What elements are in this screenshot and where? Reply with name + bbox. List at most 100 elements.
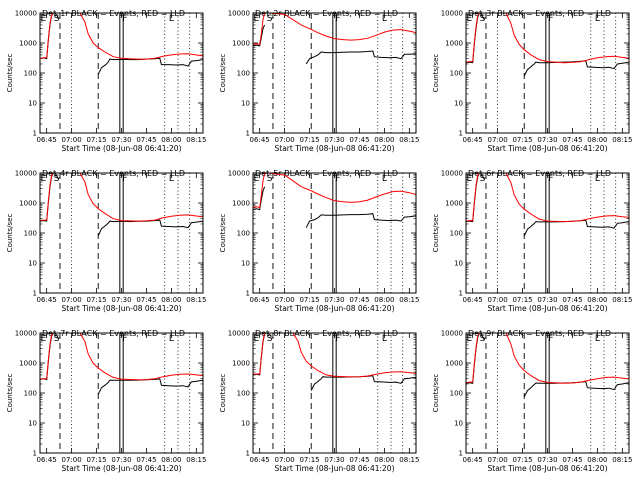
y-tick-label: 1000 <box>232 360 250 368</box>
y-axis-label: Counts/sec <box>219 214 227 253</box>
interval-marker-label: F <box>335 334 340 344</box>
y-tick-label: 100 <box>450 230 463 238</box>
x-tick-label: 07:00 <box>275 296 295 304</box>
lld-series-line <box>40 173 203 222</box>
x-tick-label: 08:15 <box>399 456 419 464</box>
interval-marker-label: L <box>169 174 174 184</box>
y-tick-label: 10000 <box>441 330 463 338</box>
x-tick-label: 08:15 <box>186 456 206 464</box>
y-tick-label: 100 <box>24 230 37 238</box>
x-tick-label: 07:45 <box>136 456 156 464</box>
y-axis-label: Counts/sec <box>432 214 440 253</box>
x-axis-label: Start Time (08-Jun-08 06:41:20) <box>488 464 608 473</box>
x-axis-label: Start Time (08-Jun-08 06:41:20) <box>275 144 395 153</box>
lld-series-line <box>40 13 203 60</box>
y-tick-label: 10000 <box>15 170 37 178</box>
x-tick-label: 07:30 <box>324 456 344 464</box>
interval-marker-label: F <box>548 174 553 184</box>
y-tick-label: 10000 <box>441 10 463 18</box>
y-tick-label: 1000 <box>232 200 250 208</box>
x-tick-label: 07:15 <box>299 296 319 304</box>
x-tick-label: 07:00 <box>488 296 508 304</box>
x-tick-label: 07:00 <box>62 296 82 304</box>
interval-marker-label: E <box>40 174 46 184</box>
x-axis-label: Start Time (08-Jun-08 06:41:20) <box>62 144 182 153</box>
interval-marker-label: E <box>466 334 472 344</box>
detector-panel-2: Det_2r BLACK = Events, RED = LLD11010010… <box>219 9 419 153</box>
interval-marker-label: L <box>595 174 600 184</box>
x-axis-label: Start Time (08-Jun-08 06:41:20) <box>275 464 395 473</box>
x-tick-label: 07:15 <box>512 456 532 464</box>
interval-marker-label: E <box>40 14 46 24</box>
x-tick-label: 08:15 <box>186 136 206 144</box>
y-tick-label: 100 <box>237 230 250 238</box>
interval-marker-label: F <box>548 14 553 24</box>
interval-marker-label: L <box>382 174 387 184</box>
y-tick-label: 10 <box>28 100 37 108</box>
y-tick-label: 10000 <box>228 330 250 338</box>
y-tick-label: 1 <box>33 290 37 298</box>
y-tick-label: 100 <box>24 70 37 78</box>
x-tick-label: 07:30 <box>537 296 557 304</box>
interval-marker-label: S <box>54 14 60 24</box>
x-tick-label: 07:15 <box>512 136 532 144</box>
interval-marker-label: L <box>595 14 600 24</box>
interval-marker-label: S <box>480 334 486 344</box>
detector-panel-6: Det_6r BLACK = Events, RED = LLD11010010… <box>432 169 632 313</box>
interval-marker-label: F <box>122 174 127 184</box>
y-tick-label: 10 <box>241 420 250 428</box>
x-tick-label: 08:00 <box>374 136 394 144</box>
lld-series-line <box>466 333 629 384</box>
y-tick-label: 1 <box>459 290 463 298</box>
y-axis-label: Counts/sec <box>432 374 440 413</box>
y-axis-label: Counts/sec <box>219 54 227 93</box>
interval-marker-label: L <box>595 334 600 344</box>
y-tick-label: 10 <box>454 420 463 428</box>
x-tick-label: 06:45 <box>463 136 483 144</box>
x-tick-label: 07:30 <box>111 456 131 464</box>
y-tick-label: 1000 <box>232 40 250 48</box>
x-tick-label: 08:00 <box>161 136 181 144</box>
x-tick-label: 07:30 <box>111 136 131 144</box>
plot-frame <box>39 12 204 134</box>
y-tick-label: 1000 <box>445 200 463 208</box>
y-axis-label: Counts/sec <box>432 54 440 93</box>
y-tick-label: 10 <box>241 100 250 108</box>
x-tick-label: 08:15 <box>399 296 419 304</box>
interval-marker-label: E <box>253 174 259 184</box>
plot-frame <box>252 12 417 134</box>
plot-frame <box>39 332 204 454</box>
x-tick-label: 07:30 <box>537 456 557 464</box>
x-tick-label: 07:00 <box>488 136 508 144</box>
plot-frame <box>465 172 630 294</box>
events-series-line <box>253 186 416 228</box>
x-tick-label: 06:45 <box>250 136 270 144</box>
x-tick-label: 07:00 <box>488 456 508 464</box>
y-tick-label: 100 <box>450 390 463 398</box>
detector-panel-1: Det_1r BLACK = Events, RED = LLD11010010… <box>6 9 206 153</box>
y-tick-label: 10000 <box>15 330 37 338</box>
y-tick-label: 1 <box>33 130 37 138</box>
detector-panel-3: Det_3r BLACK = Events, RED = LLD11010010… <box>432 9 632 153</box>
y-tick-label: 10 <box>28 420 37 428</box>
y-tick-label: 10 <box>454 260 463 268</box>
y-tick-label: 100 <box>237 390 250 398</box>
interval-marker-label: S <box>267 334 273 344</box>
x-tick-label: 08:15 <box>399 136 419 144</box>
x-tick-label: 06:45 <box>250 456 270 464</box>
interval-marker-label: E <box>466 174 472 184</box>
lld-series-line <box>466 173 629 223</box>
y-tick-label: 10 <box>28 260 37 268</box>
y-tick-label: 100 <box>450 70 463 78</box>
y-tick-label: 10 <box>241 260 250 268</box>
x-tick-label: 08:00 <box>161 296 181 304</box>
plot-frame <box>252 332 417 454</box>
x-tick-label: 07:30 <box>111 296 131 304</box>
x-tick-label: 07:00 <box>275 456 295 464</box>
interval-marker-label: S <box>54 334 60 344</box>
x-tick-label: 08:00 <box>587 296 607 304</box>
x-tick-label: 08:15 <box>612 136 632 144</box>
x-axis-label: Start Time (08-Jun-08 06:41:20) <box>488 304 608 313</box>
y-axis-label: Counts/sec <box>6 374 14 413</box>
